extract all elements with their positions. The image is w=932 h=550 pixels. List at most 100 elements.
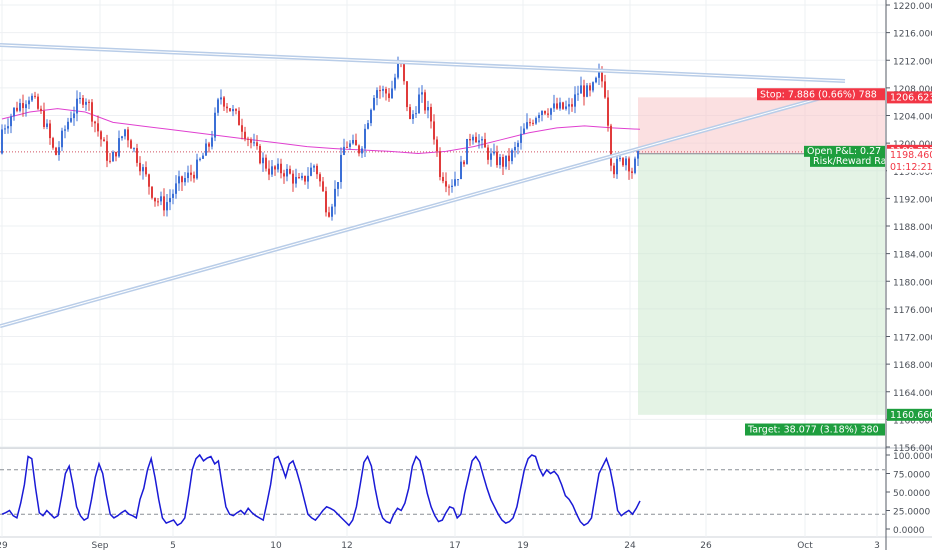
candle-body (553, 103, 555, 109)
candle-body (280, 163, 282, 174)
candle-body (55, 147, 57, 155)
risk-reward-label: Risk/Reward Ra (810, 155, 887, 167)
candle-body (508, 155, 510, 162)
candle-body (112, 151, 114, 162)
candle-body (430, 107, 432, 122)
candle-body (529, 122, 531, 124)
target-label-text: Target: 38.077 (3.18%) 380 (747, 425, 879, 436)
candle-body (493, 151, 495, 154)
candle-body (364, 128, 366, 149)
stochastic-pane-background (0, 449, 885, 537)
target-price-tag: 1160.660 (887, 408, 932, 421)
candle-body (100, 131, 102, 140)
candle-body (217, 99, 219, 113)
risk-reward-label-text: Risk/Reward Ra (813, 156, 887, 167)
candle-body (307, 175, 309, 182)
candle-body (34, 95, 36, 97)
stoch-tick-label: 25.0000 (893, 508, 930, 518)
candle-body (391, 88, 393, 99)
candle-body (70, 118, 72, 122)
candle-body (343, 146, 345, 155)
candle-body (154, 197, 156, 202)
candle-body (196, 159, 198, 179)
candle-body (283, 173, 285, 177)
candle-body (469, 139, 471, 141)
pnl-label: Open P&L: 0.27 (804, 145, 885, 157)
candle-body (43, 110, 45, 127)
countdown-tag: 01:12:21 (887, 160, 932, 173)
candle-body (28, 100, 30, 105)
time-tick-label: 29 (0, 541, 8, 550)
candle-body (208, 143, 210, 147)
entry-price-tag-box (887, 148, 932, 161)
candle-body (379, 90, 381, 92)
candle-body (4, 128, 6, 130)
candle-body (556, 103, 558, 109)
price-tick-label: 1164.000 (893, 389, 932, 399)
candle-body (94, 121, 96, 124)
candle-body (127, 129, 129, 141)
candle-body (247, 138, 249, 140)
candle-body (277, 163, 279, 170)
price-tick-label: 1212.000 (893, 57, 932, 67)
candle-body (541, 111, 543, 116)
candle-body (13, 107, 15, 117)
price-tick-label: 1180.000 (893, 278, 932, 288)
candle-body (457, 179, 459, 181)
time-axis[interactable]: 29 Sep 5 10 12 17 19 24 26 Oct 3 (0, 541, 880, 550)
candle-body (382, 88, 384, 91)
time-tick-label: Sep (92, 541, 109, 550)
candle-body (496, 151, 498, 166)
stochastic-axis[interactable]: 100.0000 75.0000 50.0000 25.0000 0.0000 (886, 452, 932, 536)
stop-price-tag-text: 1206.623 (890, 92, 932, 103)
candle-body (409, 107, 411, 119)
candle-body (571, 104, 573, 107)
candle-body (361, 148, 363, 154)
candle-body (577, 93, 579, 95)
candle-body (139, 162, 141, 172)
candle-body (244, 131, 246, 139)
stochastic-oscillator (0, 453, 885, 527)
time-tick-label: 3 (874, 541, 880, 550)
target-zone (638, 153, 885, 415)
price-tick-label: 1184.000 (893, 251, 932, 261)
candle-body (613, 165, 615, 175)
stoch-tick-label: 0.0000 (893, 526, 925, 536)
price-tick-label: 1220.000 (893, 2, 932, 12)
candle-body (166, 202, 168, 211)
candle-body (130, 140, 132, 149)
price-axis[interactable]: 1220.000 1216.000 1212.000 1208.000 1204.000… (886, 2, 932, 454)
candle-body (538, 115, 540, 119)
time-tick-label: 26 (700, 541, 712, 550)
candle-body (52, 138, 54, 148)
stoch-tick-label: 75.0000 (893, 471, 930, 481)
candle-body (532, 122, 534, 124)
candle-body (544, 111, 546, 114)
candle-body (433, 121, 435, 140)
entry-price-tag: 1198.460 (887, 148, 932, 161)
candle-body (31, 95, 33, 101)
candle-body (19, 103, 21, 111)
candle-body (88, 101, 90, 103)
trendlines (0, 43, 846, 329)
candle-body (121, 136, 123, 139)
candle-body (586, 85, 588, 97)
candle-body (484, 139, 486, 148)
candle-body (334, 188, 336, 207)
candle-body (388, 93, 390, 99)
candle-body (229, 108, 231, 112)
candle-body (619, 158, 621, 160)
candle-body (61, 130, 63, 148)
stop-zone (638, 97, 885, 154)
candle-body (442, 176, 444, 182)
candle-body (25, 104, 27, 109)
risk-reward-label-box (810, 155, 885, 167)
candle-body (466, 139, 468, 165)
candle-body (7, 126, 9, 129)
candle-body (355, 139, 357, 146)
price-tick-label: 1168.000 (893, 361, 932, 371)
candle-body (367, 123, 369, 129)
candle-body (490, 153, 492, 160)
price-tick-label: 1160.000 (893, 416, 932, 426)
candle-body (85, 101, 87, 105)
